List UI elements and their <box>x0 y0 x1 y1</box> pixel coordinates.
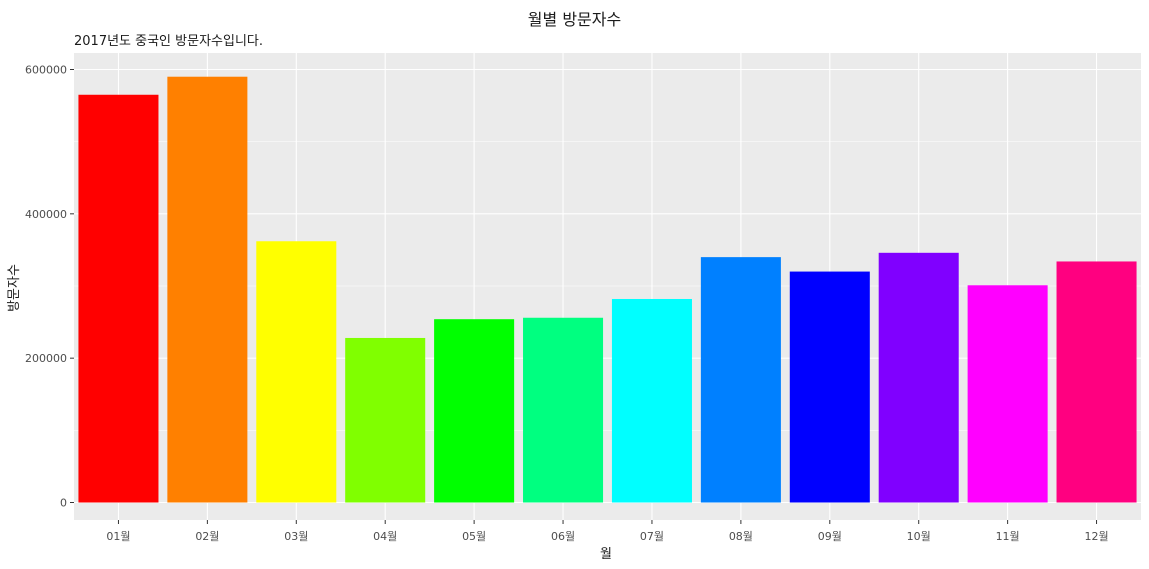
plot-panel <box>74 53 1141 520</box>
bar-5 <box>434 319 515 503</box>
x-tick-label: 10월 <box>907 530 931 543</box>
bar-12 <box>1056 261 1137 503</box>
x-axis-title: 월 <box>600 547 612 562</box>
y-axis: 0 200000 400000 600000 <box>25 64 74 510</box>
chart-subtitle: 2017년도 중국인 방문자수입니다. <box>74 34 264 49</box>
y-tick-label: 400000 <box>25 208 67 221</box>
bar-1 <box>78 94 159 503</box>
x-tick-label: 11월 <box>996 530 1020 543</box>
x-tick-label: 12월 <box>1084 530 1108 543</box>
x-tick-label: 01월 <box>106 530 130 543</box>
y-tick-label: 0 <box>60 497 67 510</box>
x-tick-label: 07월 <box>640 530 664 543</box>
x-axis: 01월 02월 03월 04월 05월 06월 07월 08월 09월 10월 11월 12월 <box>106 520 1109 543</box>
bar-10 <box>878 252 959 503</box>
x-tick-label: 08월 <box>729 530 753 543</box>
bars <box>78 76 1137 503</box>
bar-9 <box>789 271 870 503</box>
chart-title: 월별 방문자수 <box>527 10 622 29</box>
grid-minor <box>74 141 1141 431</box>
x-tick-label: 02월 <box>195 530 219 543</box>
y-tick-label: 600000 <box>25 64 67 77</box>
y-axis-title: 방문자수 <box>7 264 22 312</box>
bar-4 <box>345 337 426 503</box>
x-tick-label: 04월 <box>373 530 397 543</box>
x-tick-label: 03월 <box>284 530 308 543</box>
bar-3 <box>256 241 337 503</box>
x-tick-label: 05월 <box>462 530 486 543</box>
x-tick-label: 09월 <box>818 530 842 543</box>
bar-6 <box>523 317 604 503</box>
bar-8 <box>700 257 781 503</box>
x-tick-label: 06월 <box>551 530 575 543</box>
bar-7 <box>611 298 692 503</box>
bar-2 <box>167 76 248 503</box>
bar-11 <box>967 285 1048 503</box>
y-tick-label: 200000 <box>25 352 67 365</box>
